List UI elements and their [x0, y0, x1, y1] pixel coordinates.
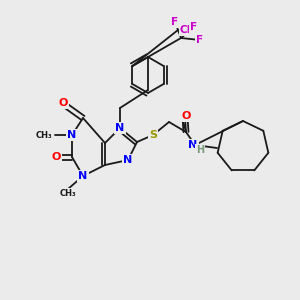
Text: CH₃: CH₃	[35, 130, 52, 140]
Text: O: O	[51, 152, 61, 162]
Text: N: N	[188, 140, 198, 150]
Text: N: N	[123, 155, 133, 165]
Text: F: F	[171, 17, 178, 27]
Text: O: O	[58, 98, 68, 108]
Text: F: F	[196, 35, 204, 45]
Text: CH₃: CH₃	[60, 188, 76, 197]
Text: N: N	[78, 171, 88, 181]
Text: S: S	[149, 130, 157, 140]
Text: F: F	[190, 22, 198, 32]
Text: H: H	[196, 145, 204, 155]
Text: CF₃: CF₃	[180, 25, 200, 35]
Text: N: N	[116, 123, 124, 133]
Text: N: N	[68, 130, 76, 140]
Text: O: O	[181, 111, 191, 121]
